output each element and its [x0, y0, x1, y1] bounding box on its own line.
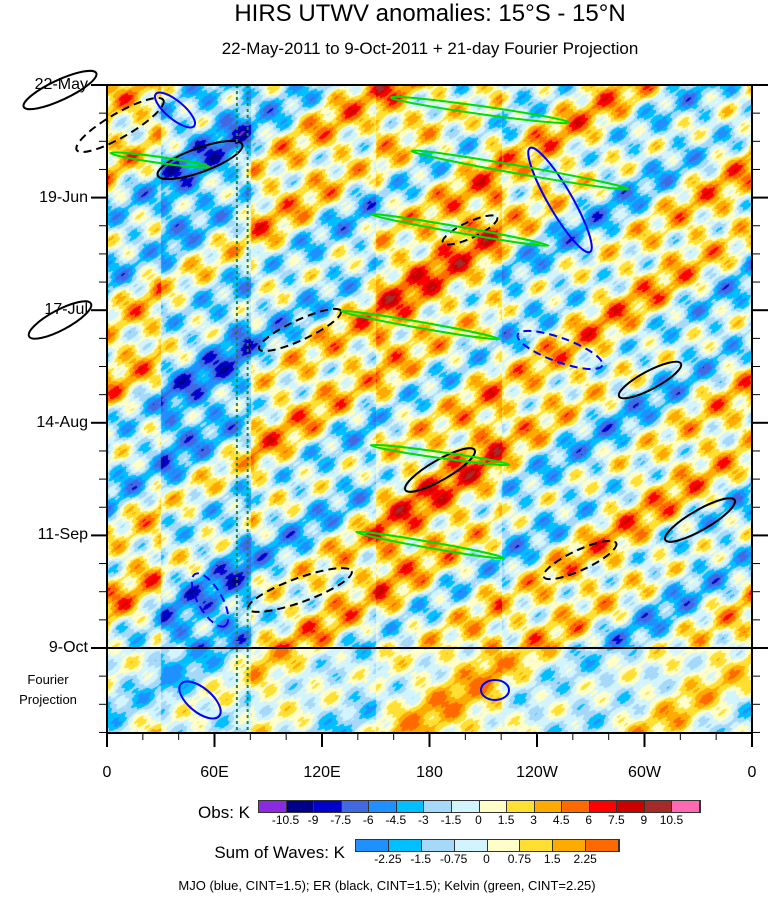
y-tick-label: 9-Oct [48, 639, 88, 656]
chart-title: HIRS UTWV anomalies: 15°S - 15°N [234, 0, 626, 27]
colorbar-tick-label: -4.5 [385, 813, 407, 827]
kelvin-contour [340, 309, 500, 341]
colorbar-tick-label: -10.5 [271, 813, 300, 827]
colorbar-tick-label: 4.5 [552, 813, 570, 827]
y-tick-label: 22-May [34, 76, 88, 93]
kelvin-contour [369, 443, 511, 467]
er-contour [27, 300, 93, 340]
kelvin-contour [410, 149, 630, 191]
anomaly-heatmap [107, 85, 752, 733]
er-contour [22, 69, 98, 111]
er-contour [75, 96, 165, 154]
kelvin-contour [109, 151, 211, 169]
kelvin-contour [389, 95, 571, 125]
er-contour [156, 139, 244, 181]
mjo-contour [527, 146, 593, 254]
colorbar-tick-label: 1.5 [497, 813, 515, 827]
colorbar-swatch [487, 840, 521, 851]
mjo-contour [190, 572, 230, 628]
colorbar-swatch [553, 840, 587, 851]
y-tick-label: 14-Aug [36, 413, 88, 431]
colorbar-tick-label: 0.75 [507, 852, 532, 866]
colorbar-swatch [369, 801, 397, 812]
er-contour [247, 567, 353, 613]
colorbar-swatch [672, 801, 700, 812]
colorbar-tick-label: -7.5 [330, 813, 352, 827]
waves-colorbar-label: Sum of Waves: K [214, 843, 345, 862]
colorbar-tick-label: 7.5 [607, 813, 625, 827]
chart-subtitle: 22-May-2011 to 9-Oct-2011 + 21-day Fouri… [221, 39, 639, 58]
er-contour [542, 539, 618, 581]
er-contour [257, 307, 343, 353]
colorbar-swatch [451, 801, 480, 812]
colorbar-swatch [644, 801, 673, 812]
colorbar-tick-label: -0.75 [439, 852, 468, 866]
colorbar-swatch [589, 801, 618, 812]
colorbar-tick-label: 6 [585, 813, 593, 827]
colorbar-swatch [454, 840, 488, 851]
obs-colorbar-label: Obs: K [198, 803, 250, 822]
colorbar-tick-label: -1.5 [410, 852, 432, 866]
kelvin-contour [355, 530, 505, 560]
er-contour [404, 447, 476, 493]
er-contour [664, 497, 736, 543]
plot-frame [106, 84, 753, 734]
colorbar-swatch [534, 801, 563, 812]
colorbar-tick-label: -1.5 [440, 813, 462, 827]
x-tick-label: 0 [102, 764, 112, 781]
obs-colorbar [258, 800, 701, 813]
colorbar-swatch [507, 801, 535, 812]
x-tick-label: 120W [516, 764, 558, 781]
colorbar-swatch [562, 801, 590, 812]
contour-legend-footer: MJO (blue, CINT=1.5); ER (black, CINT=1.… [178, 878, 596, 893]
y-tick-label: 17-Jul [44, 301, 88, 319]
x-tick-label: 60W [628, 764, 661, 781]
colorbar-swatch [388, 840, 422, 851]
colorbar-swatch [396, 801, 425, 812]
colorbar-swatch [286, 801, 315, 812]
colorbar-tick-label: -3 [418, 813, 429, 827]
colorbar-swatch [341, 801, 370, 812]
x-tick-label: 180 [416, 764, 443, 781]
er-contour [617, 360, 683, 400]
x-tick-label: 0 [747, 764, 757, 781]
colorbar-tick-label: 0 [483, 852, 490, 866]
colorbar-tick-label: 2.25 [573, 852, 597, 866]
mjo-contour [153, 91, 197, 129]
colorbar-swatch [617, 801, 645, 812]
y-tick-label: 11-Sep [37, 526, 88, 544]
colorbar-swatch [259, 801, 287, 812]
mjo-contour [516, 329, 604, 371]
er-contour [441, 214, 499, 246]
colorbar-tick-label: -9 [307, 813, 319, 827]
colorbar-tick-label: -6 [362, 813, 374, 827]
colorbar-swatch [421, 840, 455, 851]
colorbar-swatch [479, 801, 508, 812]
colorbar-tick-label: 9 [640, 813, 648, 827]
x-tick-label: 120E [303, 764, 341, 781]
colorbar-tick-label: -2.25 [374, 852, 402, 866]
colorbar-tick-label: 3 [530, 813, 537, 827]
colorbar-swatch [586, 840, 619, 851]
projection-label-line2: Projection [19, 692, 77, 707]
kelvin-contour [370, 213, 550, 247]
mjo-contour [178, 680, 222, 720]
colorbar-swatch [520, 840, 554, 851]
projection-label-line1: Fourier [27, 672, 69, 687]
colorbar-swatch [424, 801, 452, 812]
projection-label: Fourier Projection [8, 670, 88, 710]
y-tick-label: 19-Jun [39, 188, 88, 206]
mjo-contour [480, 679, 510, 701]
colorbar-tick-label: 1.5 [543, 852, 561, 866]
colorbar-tick-label: 0 [475, 813, 482, 827]
x-tick-label: 60E [200, 764, 229, 781]
colorbar-tick-label: 10.5 [659, 813, 684, 827]
colorbar-swatch [356, 840, 389, 851]
colorbar-swatch [314, 801, 342, 812]
waves-colorbar [355, 839, 620, 852]
